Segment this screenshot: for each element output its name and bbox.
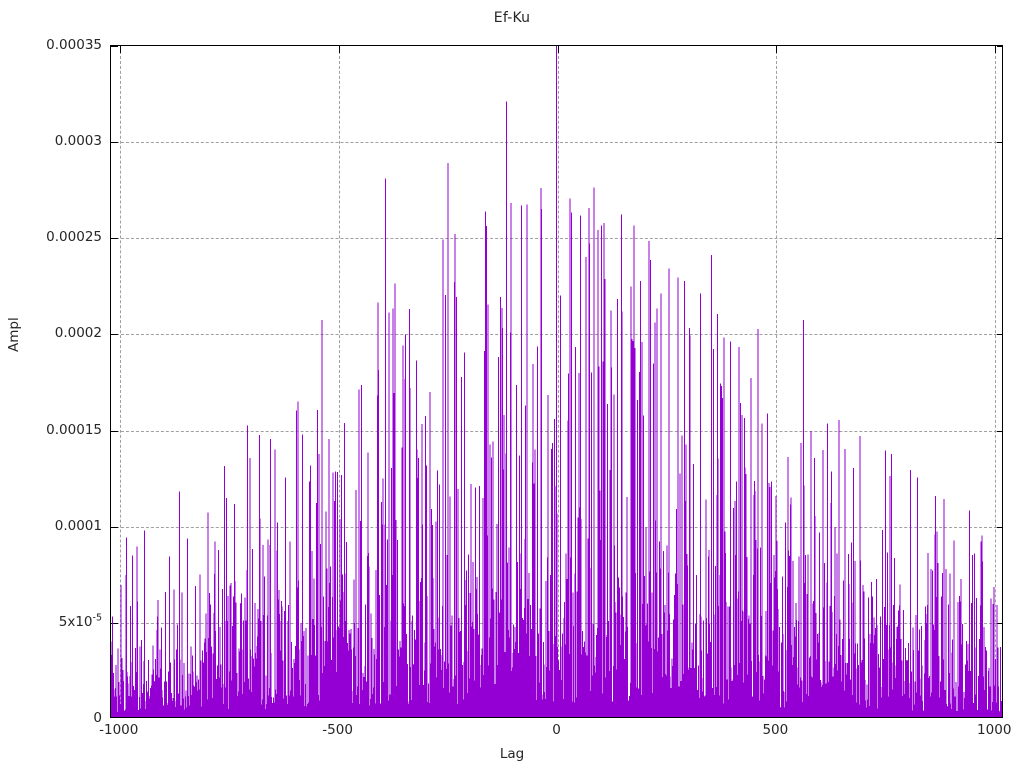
tick-mark-x	[776, 46, 778, 53]
tick-mark-x	[557, 46, 559, 53]
grid-line-vertical	[119, 46, 121, 717]
impulse-lines	[111, 46, 1002, 717]
tick-mark-y	[111, 430, 118, 432]
tick-mark-x	[995, 46, 997, 53]
grid-line-vertical	[338, 46, 340, 717]
y-tick-label: 0.00025	[46, 229, 102, 246]
grid-line-vertical	[776, 46, 778, 717]
impulse-series	[111, 46, 1002, 717]
tick-mark-y	[997, 526, 1002, 528]
tick-mark-x	[119, 46, 121, 53]
x-tick-label: 0	[552, 722, 561, 738]
grid-line-vertical	[557, 46, 559, 717]
tick-mark-y	[111, 142, 118, 144]
tick-mark-x	[338, 46, 340, 53]
tick-mark-y	[997, 622, 1002, 624]
x-tick-label: 1000	[977, 722, 1012, 738]
y-tick-label: 0.00015	[46, 421, 102, 438]
x-tick-label: -1000	[99, 722, 139, 738]
chart-title: Ef-Ku	[493, 10, 531, 26]
y-tick-label: 0.0002	[54, 325, 102, 342]
y-tick-label: 0	[93, 710, 102, 726]
tick-mark-y	[111, 238, 118, 240]
grid-line-vertical	[995, 46, 997, 717]
x-tick-label: 500	[762, 722, 789, 738]
tick-mark-y	[111, 622, 118, 624]
tick-mark-y	[997, 430, 1002, 432]
tick-mark-y	[997, 334, 1002, 336]
x-axis-title: Lag	[499, 746, 525, 762]
y-tick-label: 0.0003	[54, 133, 102, 150]
tick-mark-y	[997, 46, 1002, 47]
plot-area	[110, 45, 1003, 718]
tick-mark-y	[111, 334, 118, 336]
x-tick-label: -500	[322, 722, 353, 738]
y-tick-label: 0.0001	[54, 517, 102, 534]
tick-mark-y	[111, 526, 118, 528]
y-tick-label: 5x10-5	[58, 612, 102, 630]
y-axis-tick-labels: 0 5x10-5 0.0001 0.00015 0.0002 0.00025 0.0003 0…	[0, 37, 110, 726]
tick-mark-y	[997, 142, 1002, 144]
tick-mark-y	[111, 46, 118, 47]
y-tick-label: 0.00035	[46, 37, 102, 53]
x-axis-tick-labels: -1000 -500 0 500 1000	[99, 720, 1011, 746]
tick-mark-y	[997, 238, 1002, 240]
